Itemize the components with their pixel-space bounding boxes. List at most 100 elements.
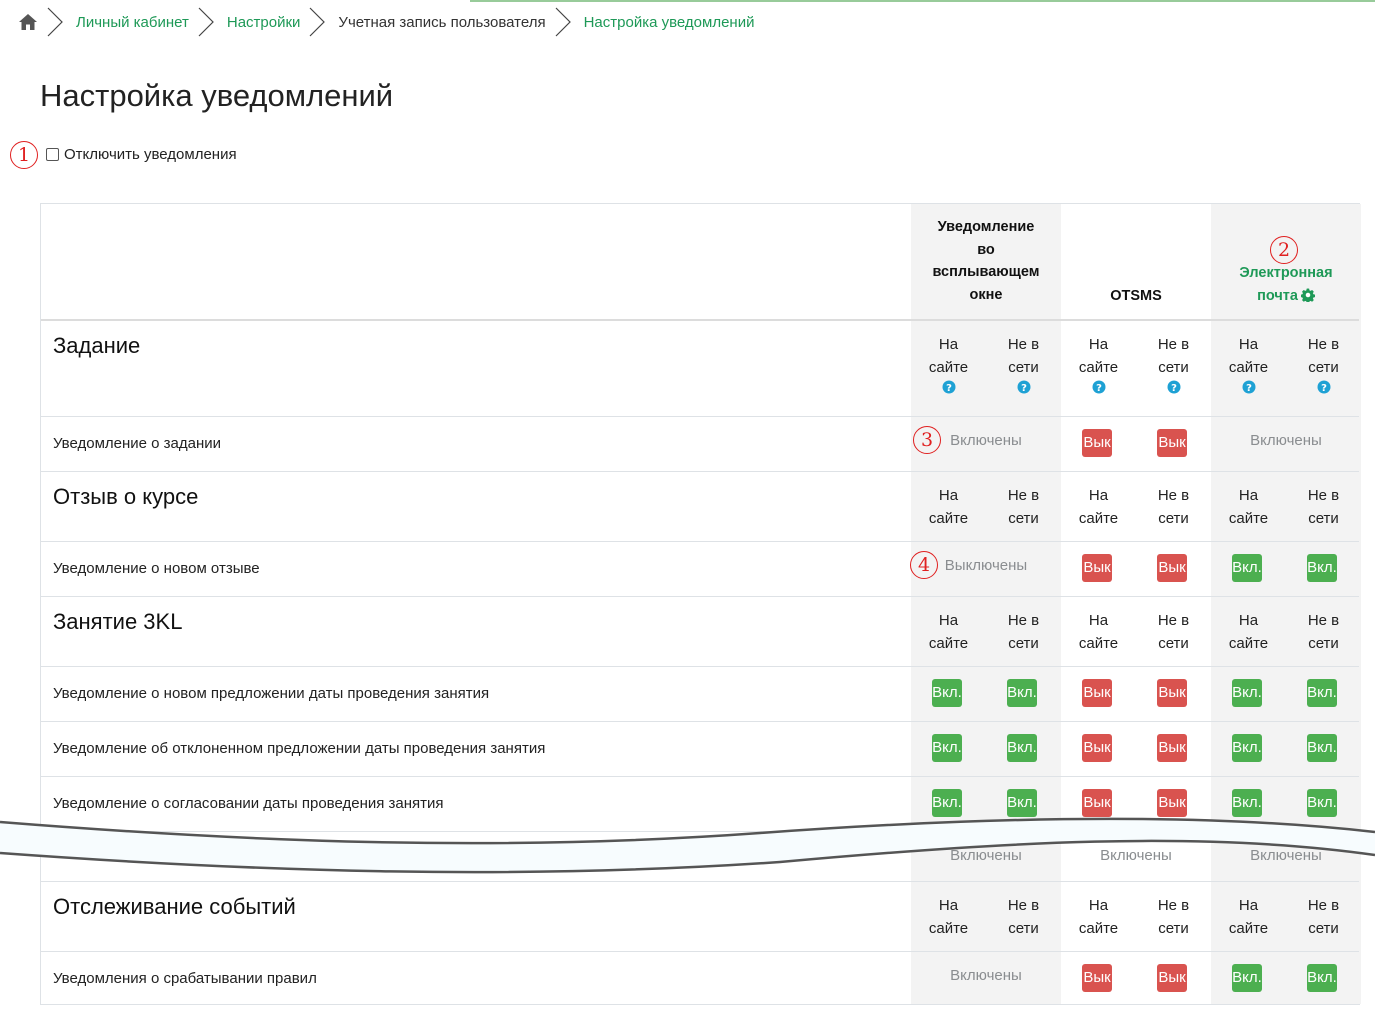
processor-header-line[interactable]: Электронная xyxy=(1239,265,1333,281)
breadcrumb-label[interactable]: Настройки xyxy=(226,13,301,31)
toggle-enabled-button[interactable]: Вкл. xyxy=(1307,964,1337,992)
state-label-offline: Не в сети xyxy=(1136,484,1211,530)
state-label-line: Не в xyxy=(1307,897,1340,914)
annotation-marker: 1 xyxy=(10,141,38,169)
preference-state-text: Включены xyxy=(1250,432,1322,449)
toggle-enabled-button[interactable]: Вкл. xyxy=(932,734,962,762)
gear-icon[interactable] xyxy=(1300,287,1315,302)
processor-header-email[interactable]: Электронная почта xyxy=(1211,262,1361,307)
toggle-enabled-button[interactable]: Вкл. xyxy=(1007,789,1037,817)
state-label-line: Не в xyxy=(1007,612,1040,629)
toggle-disabled-button[interactable]: Вык xyxy=(1082,789,1112,817)
page-title: Настройка уведомлений xyxy=(40,78,394,113)
help-icon[interactable]: ? xyxy=(1242,380,1256,394)
state-label-line: сети xyxy=(1008,359,1039,376)
toggle-enabled-button[interactable]: Вкл. xyxy=(1307,734,1337,762)
toggle-enabled-button[interactable]: Вкл. xyxy=(1232,789,1262,817)
preference-state-text: Включены xyxy=(950,967,1022,984)
row-divider xyxy=(41,471,1359,472)
state-label-line: сайте xyxy=(1228,635,1269,652)
help-icon[interactable]: ? xyxy=(1167,380,1181,394)
annotation-marker: 4 xyxy=(910,551,938,579)
state-label-line: Не в xyxy=(1007,897,1040,914)
toggle-enabled-button[interactable]: Вкл. xyxy=(1307,679,1337,707)
toggle-enabled-button[interactable]: Вкл. xyxy=(932,679,962,707)
processor-header-line: всплывающем xyxy=(932,264,1040,280)
state-label-line: На xyxy=(938,897,959,914)
toggle-disabled-button[interactable]: Вык xyxy=(1157,734,1187,762)
state-label-line: сети xyxy=(1308,359,1339,376)
component-title: Задание xyxy=(53,333,141,358)
home-icon[interactable] xyxy=(18,12,38,32)
processor-header-otsms: OTSMS xyxy=(1061,285,1211,308)
toggle-enabled-button[interactable]: Вкл. xyxy=(1307,789,1337,817)
state-label-online: На сайте xyxy=(1211,484,1286,530)
state-label-line: На xyxy=(1238,612,1259,629)
toggle-enabled-button[interactable]: Вкл. xyxy=(1232,554,1262,582)
toggle-disabled-button[interactable]: Вык xyxy=(1082,429,1112,457)
toggle-disabled-button[interactable]: Вык xyxy=(1157,789,1187,817)
toggle-disabled-button[interactable]: Вык xyxy=(1082,734,1112,762)
disable-notifications-label[interactable]: Отключить уведомления xyxy=(64,146,237,163)
help-icon[interactable]: ? xyxy=(942,380,956,394)
breadcrumb-home[interactable] xyxy=(18,12,38,32)
toggle-disabled-button[interactable]: Вык xyxy=(1082,554,1112,582)
state-label-line: На xyxy=(1238,336,1259,353)
state-label-line: Не в xyxy=(1007,336,1040,353)
toggle-disabled-button[interactable]: Вык xyxy=(1082,964,1112,992)
toggle-disabled-button[interactable]: Вык xyxy=(1157,679,1187,707)
annotation-marker: 2 xyxy=(1270,236,1298,264)
breadcrumb-label[interactable]: Личный кабинет xyxy=(76,13,189,31)
toggle-enabled-button[interactable]: Вкл. xyxy=(1232,964,1262,992)
state-label-line: На xyxy=(1088,487,1109,504)
help-icon[interactable]: ? xyxy=(1317,380,1331,394)
state-label-line: Не в xyxy=(1007,487,1040,504)
toggle-enabled-button[interactable]: Вкл. xyxy=(1007,734,1037,762)
disable-notifications-checkbox[interactable] xyxy=(46,148,59,161)
state-label-line: Не в xyxy=(1157,897,1190,914)
toggle-disabled-button[interactable]: Вык xyxy=(1157,554,1187,582)
toggle-enabled-button[interactable]: Вкл. xyxy=(932,789,962,817)
state-label-online: На сайте xyxy=(1211,894,1286,940)
state-label-line: На xyxy=(938,612,959,629)
column-shade-email xyxy=(1211,204,1361,1004)
state-label-line: сети xyxy=(1008,920,1039,937)
row-divider xyxy=(41,721,1359,722)
toggle-enabled-button[interactable]: Вкл. xyxy=(1007,679,1037,707)
toggle-disabled-button[interactable]: Вык xyxy=(1157,964,1187,992)
breadcrumb-item-dashboard[interactable]: Личный кабинет xyxy=(76,14,189,31)
state-label-online: На сайте xyxy=(1061,894,1136,940)
svg-text:?: ? xyxy=(1246,383,1252,394)
chevron-right-icon xyxy=(555,7,571,37)
processor-header-line[interactable]: почта xyxy=(1257,287,1298,304)
toggle-disabled-button[interactable]: Вык xyxy=(1157,429,1187,457)
state-label-offline: Не в сети? xyxy=(1286,333,1361,394)
toggle-enabled-button[interactable]: Вкл. xyxy=(1232,679,1262,707)
toggle-enabled-button[interactable]: Вкл. xyxy=(1307,554,1337,582)
svg-text:?: ? xyxy=(1096,383,1102,394)
row-divider xyxy=(41,881,1359,882)
help-icon[interactable]: ? xyxy=(1092,380,1106,394)
state-label-line: Не в xyxy=(1307,336,1340,353)
state-label-offline: Не в сети xyxy=(1286,894,1361,940)
preference-label: Уведомления о срабатывании правил xyxy=(53,970,317,987)
processor-header-line[interactable]: почта xyxy=(1211,285,1361,308)
state-label-line: сети xyxy=(1158,920,1189,937)
state-label-line: сайте xyxy=(1228,920,1269,937)
breadcrumb-item-preferences[interactable]: Настройки xyxy=(227,14,301,31)
toggle-enabled-button[interactable]: Вкл. xyxy=(1232,734,1262,762)
breadcrumb: Личный кабинет Настройки Учетная запись … xyxy=(18,6,754,38)
state-label-line: Не в xyxy=(1307,487,1340,504)
column-shade-popup xyxy=(911,204,1061,1004)
breadcrumb-item-notification-preferences[interactable]: Настройка уведомлений xyxy=(584,14,755,31)
state-label-line: сети xyxy=(1158,359,1189,376)
breadcrumb-label[interactable]: Настройка уведомлений xyxy=(583,13,755,31)
state-label-line: Не в xyxy=(1307,612,1340,629)
help-icon[interactable]: ? xyxy=(1017,380,1031,394)
top-accent-line xyxy=(470,0,1375,2)
preference-label: Уведомление о согласовании даты проведен… xyxy=(53,795,444,812)
toggle-disabled-button[interactable]: Вык xyxy=(1082,679,1112,707)
state-label-line: сети xyxy=(1308,510,1339,527)
disable-notifications-control[interactable]: Отключить уведомления xyxy=(46,146,237,163)
state-label-line: сайте xyxy=(1228,359,1269,376)
